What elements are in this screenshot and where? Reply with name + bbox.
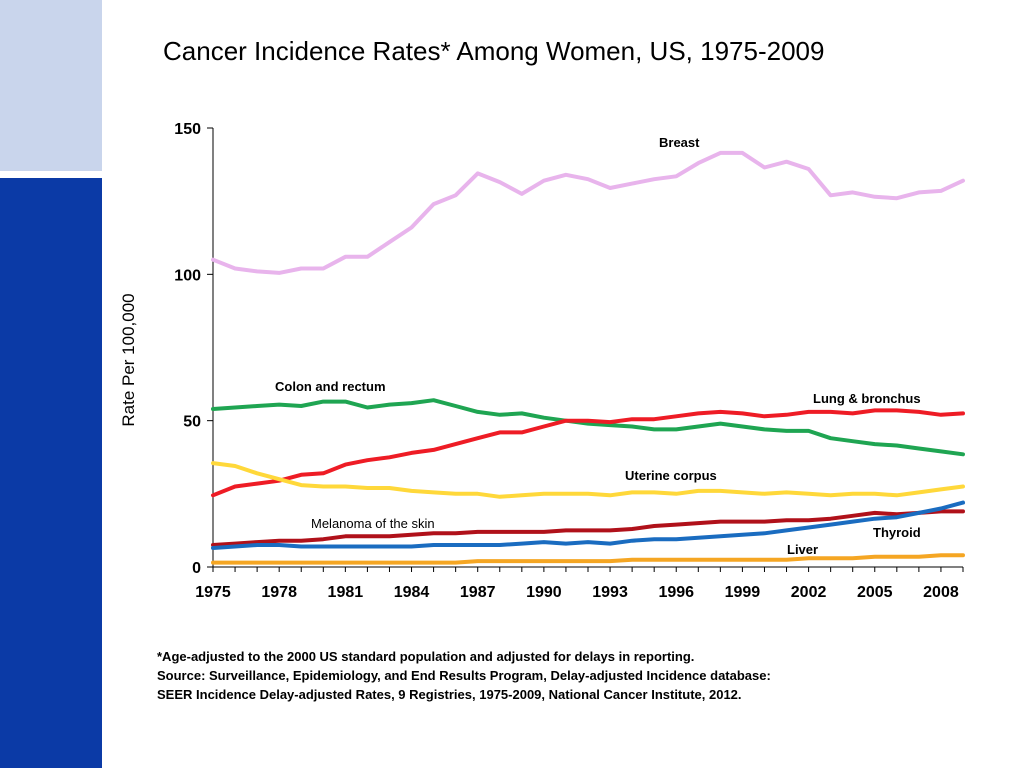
series-line-breast — [211, 150, 965, 275]
footnote-line: SEER Incidence Delay-adjusted Rates, 9 R… — [157, 687, 742, 702]
series-labels: Breast Colon and rectum Lung & bronchus Ute… — [275, 135, 921, 557]
series-line-lung-bronchus — [211, 408, 965, 498]
x-tick-label: 1981 — [328, 584, 364, 601]
series-label-lung-bronchus: Lung & bronchus — [813, 391, 921, 406]
chart-axes: 0 50 100 150 1975 1978 1981 1984 1987 1990 1993 199… — [174, 121, 964, 601]
x-tick-label: 1975 — [195, 584, 231, 601]
footnote-line: Source: Surveillance, Epidemiology, and … — [157, 668, 771, 683]
footnote-line: *Age-adjusted to the 2000 US standard po… — [157, 649, 695, 664]
chart-series — [211, 150, 965, 565]
series-line-uterine-corpus — [211, 461, 965, 499]
y-tick-label: 50 — [183, 414, 201, 431]
series-label-breast: Breast — [659, 135, 700, 150]
x-tick-label: 1978 — [261, 584, 297, 601]
y-tick-label: 0 — [192, 560, 201, 577]
x-tick-label: 1984 — [394, 584, 430, 601]
series-label-thyroid: Thyroid — [873, 525, 921, 540]
x-tick-label: 1993 — [592, 584, 628, 601]
footnote: *Age-adjusted to the 2000 US standard po… — [157, 647, 771, 704]
x-tick-label: 1996 — [658, 584, 694, 601]
series-line-liver — [211, 553, 965, 565]
series-line-thyroid — [211, 500, 965, 550]
x-tick-label: 2005 — [857, 584, 893, 601]
x-tick-label: 2008 — [923, 584, 959, 601]
chart-title: Cancer Incidence Rates* Among Women, US,… — [163, 36, 825, 66]
y-tick-label: 150 — [174, 121, 201, 138]
y-axis-label: Rate Per 100,000 — [119, 293, 138, 426]
series-line-colon-and-rectum — [211, 398, 965, 457]
y-tick-label: 100 — [174, 267, 201, 284]
series-line-melanoma-of-the-skin — [211, 509, 965, 547]
series-label-uterine-corpus: Uterine corpus — [625, 468, 717, 483]
line-chart: 0 50 100 150 1975 1978 1981 1984 1987 1990 1993 199… — [119, 121, 965, 601]
x-tick-label: 1990 — [526, 584, 562, 601]
series-label-colon-and-rectum: Colon and rectum — [275, 379, 386, 394]
series-label-melanoma-of-the-skin: Melanoma of the skin — [311, 516, 435, 531]
x-tick-label: 1999 — [725, 584, 761, 601]
decor-band-dark — [0, 178, 102, 768]
series-label-liver: Liver — [787, 542, 818, 557]
x-tick-label: 2002 — [791, 584, 827, 601]
decor-band-light — [0, 0, 102, 171]
x-tick-label: 1987 — [460, 584, 496, 601]
